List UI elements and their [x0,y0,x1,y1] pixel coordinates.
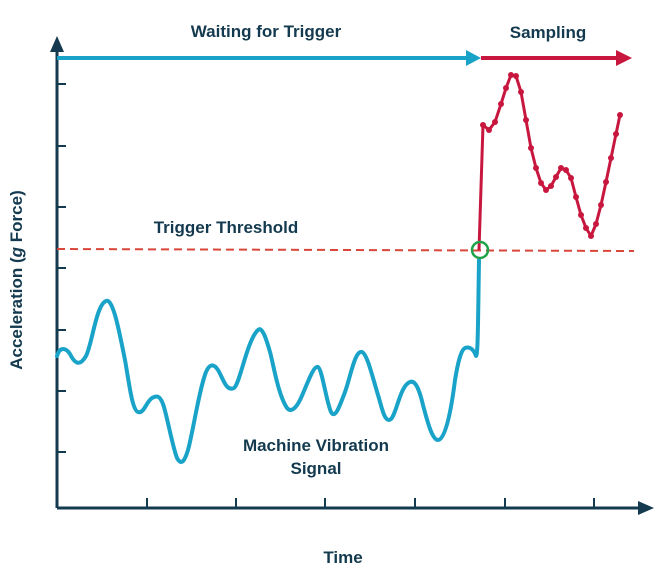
sample-dot [603,179,609,185]
sample-dot [518,89,524,95]
trigger-threshold-label: Trigger Threshold [154,218,299,237]
x-axis [57,498,654,515]
sample-dot [583,225,589,231]
sample-dot [558,165,564,171]
signal-label: Signal [290,459,341,478]
sampling-arrow [481,50,632,66]
sample-dot [503,85,509,91]
sample-dot [498,101,504,107]
y-axis-label: Acceleration (g Force) [7,190,26,370]
sample-dot [563,167,569,173]
machine-vibration-signal [55,258,481,464]
x-axis-label: Time [323,548,362,567]
waiting-arrow [57,50,481,66]
sample-dot [492,119,498,125]
sample-dot [543,187,549,193]
sample-dot [568,175,574,181]
sample-dot [598,202,604,208]
sample-dot [480,122,486,128]
sample-dot [617,112,623,118]
trigger-point-marker [470,240,490,260]
y-axis [50,36,66,508]
trigger-threshold-line [56,248,635,252]
y-axis-label-g: g [7,246,26,258]
sample-dot [608,155,614,161]
waiting-for-trigger-label: Waiting for Trigger [191,22,342,41]
y-axis-label-suffix: Force) [7,190,26,247]
sample-dot [553,174,559,180]
sampling-dots [480,72,623,239]
y-axis-label-prefix: Acceleration ( [7,257,26,370]
sample-dot [523,117,529,123]
sample-dot [613,131,619,137]
sample-dot [548,183,554,189]
machine-vibration-label: Machine Vibration [243,436,389,455]
sample-dot [528,145,534,151]
sampling-label: Sampling [510,23,587,42]
sample-dot [513,73,519,79]
sample-dot [486,127,492,133]
y-axis-arrowhead [50,36,64,52]
sample-dot [588,233,594,239]
sampling-arrowhead [616,50,632,66]
sample-dot [593,221,599,227]
x-axis-arrowhead [638,501,654,515]
waiting-arrowhead [466,50,481,66]
sample-dot [533,165,539,171]
sample-dot [538,180,544,186]
sample-dot [573,194,579,200]
sample-dot [578,212,584,218]
sample-dot [508,72,514,78]
